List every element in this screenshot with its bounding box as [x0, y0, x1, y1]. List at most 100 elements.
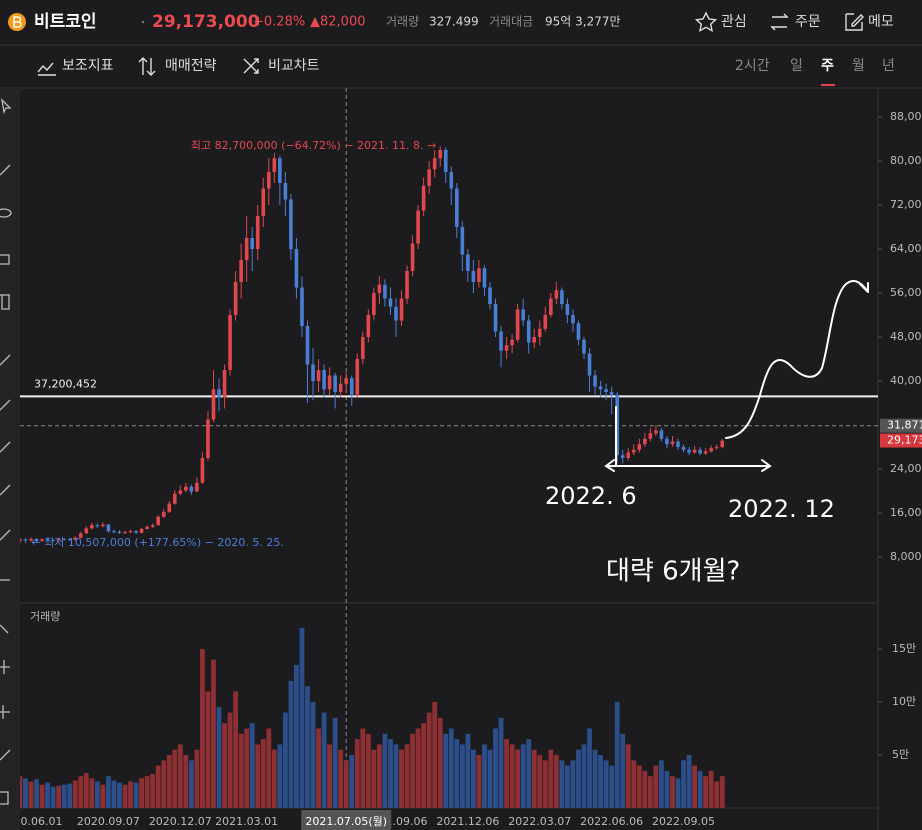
volume-bar — [200, 649, 205, 808]
draw-tool-9[interactable] — [0, 705, 10, 719]
volume-bar — [310, 702, 316, 808]
y-tick-label: 16,000 — [890, 506, 922, 519]
volume-bar — [150, 774, 156, 808]
volume-bar — [399, 749, 404, 808]
candle-body — [576, 323, 581, 340]
tool-strategy[interactable]: 매매전략 — [165, 58, 217, 74]
coin-glyph — [13, 16, 22, 28]
volume-bar — [255, 744, 261, 808]
strategy-icon[interactable] — [138, 57, 156, 76]
change: ▲82,000 — [310, 15, 366, 30]
draw-tool-8[interactable] — [0, 660, 10, 674]
candle-body — [134, 531, 138, 533]
draw-tool-2[interactable] — [0, 399, 11, 411]
volume-bar — [177, 744, 183, 808]
volume-bar — [39, 784, 45, 808]
volume-bar — [117, 782, 122, 808]
star-icon[interactable] — [694, 11, 718, 32]
volume-bar — [282, 712, 288, 808]
volume-bar — [327, 744, 333, 808]
eye-tool[interactable] — [0, 208, 12, 218]
tool-indicator[interactable]: 보조지표 — [62, 58, 114, 74]
cursor-tool[interactable] — [1, 98, 12, 115]
candle-body — [449, 172, 454, 189]
volume-bar — [78, 776, 84, 808]
volume-bar — [509, 744, 515, 808]
volume-bar — [614, 702, 620, 808]
volume-bar — [708, 770, 714, 808]
line-tool[interactable] — [0, 164, 11, 176]
candle-body — [272, 158, 277, 173]
candle-body — [665, 438, 669, 445]
action-order[interactable]: 주문 — [795, 14, 821, 30]
coin-name: 비트코인 — [34, 12, 97, 32]
candle-body — [51, 539, 55, 541]
lock-tool[interactable] — [0, 254, 10, 265]
candle-body — [676, 441, 680, 447]
volume-bar — [128, 781, 133, 808]
candle-body — [532, 336, 537, 343]
volume-bar — [354, 739, 360, 808]
candle-body — [150, 525, 155, 527]
indicator-icon[interactable] — [37, 62, 56, 76]
volume-bar — [620, 733, 626, 808]
candle-body — [45, 539, 50, 541]
tool-compare[interactable]: 비교차트 — [268, 58, 320, 74]
draw-tool-1[interactable] — [0, 354, 11, 366]
draw-tool-3[interactable] — [0, 441, 11, 453]
candle-body — [698, 449, 702, 454]
memo-icon[interactable] — [845, 13, 864, 31]
y-tick-label: 56,000 — [890, 286, 922, 299]
volume-bar — [205, 691, 211, 808]
candle-body — [703, 451, 708, 454]
candle-body — [714, 446, 719, 449]
action-interest[interactable]: 관심 — [721, 14, 747, 30]
draw-tool-5[interactable] — [0, 529, 11, 541]
volume-bar — [448, 728, 454, 808]
compare-icon[interactable] — [243, 58, 259, 74]
y-tick-label: 64,000 — [890, 242, 922, 255]
action-memo[interactable]: 메모 — [868, 14, 894, 30]
period-month[interactable]: 월 — [852, 58, 865, 74]
period-week[interactable]: 주 — [821, 58, 834, 74]
change-rate: +0.28% — [253, 15, 305, 30]
volume-bar — [565, 765, 570, 808]
volume-bar — [487, 749, 493, 808]
candle-body — [178, 490, 183, 494]
volume-bar — [531, 749, 537, 808]
candle-body — [56, 538, 61, 541]
volume-bar — [686, 755, 692, 808]
order-icon[interactable] — [770, 13, 789, 31]
volume-bar — [260, 739, 266, 808]
draw-tool-11[interactable] — [0, 791, 9, 805]
trash-tool[interactable] — [0, 294, 10, 310]
volume-bar — [343, 760, 349, 808]
volume-bar — [664, 770, 670, 808]
hand-note-june: 2022. 6 — [545, 482, 637, 510]
volume-bar — [542, 760, 548, 808]
volume-bar — [520, 744, 526, 808]
volume-bar — [227, 712, 233, 808]
volume-bar — [410, 733, 415, 808]
candle-body — [410, 243, 415, 272]
volume-bar — [365, 733, 371, 808]
candle-body — [40, 539, 44, 542]
period-year[interactable]: 년 — [882, 58, 895, 74]
low-label: ← 최저 10,507,000 (+177.65%) − 2020. 5. 25… — [31, 536, 283, 549]
candle-body — [333, 375, 337, 392]
hand-note-december: 2022. 12 — [728, 495, 835, 523]
current-price-label: 29,173 — [887, 434, 922, 447]
period-2h[interactable]: 2시간 — [735, 58, 770, 74]
period-day[interactable]: 일 — [790, 58, 803, 74]
draw-tool-4[interactable] — [0, 484, 11, 496]
volume-bar — [404, 744, 410, 808]
candle-body — [643, 438, 647, 445]
candle-body — [206, 419, 210, 458]
draw-tool-10[interactable] — [0, 749, 11, 761]
volume-bar — [56, 785, 62, 808]
draw-tool-7[interactable] — [0, 624, 9, 634]
volume-bar — [244, 728, 250, 808]
candle-body — [106, 524, 111, 532]
candle-body — [161, 511, 166, 517]
